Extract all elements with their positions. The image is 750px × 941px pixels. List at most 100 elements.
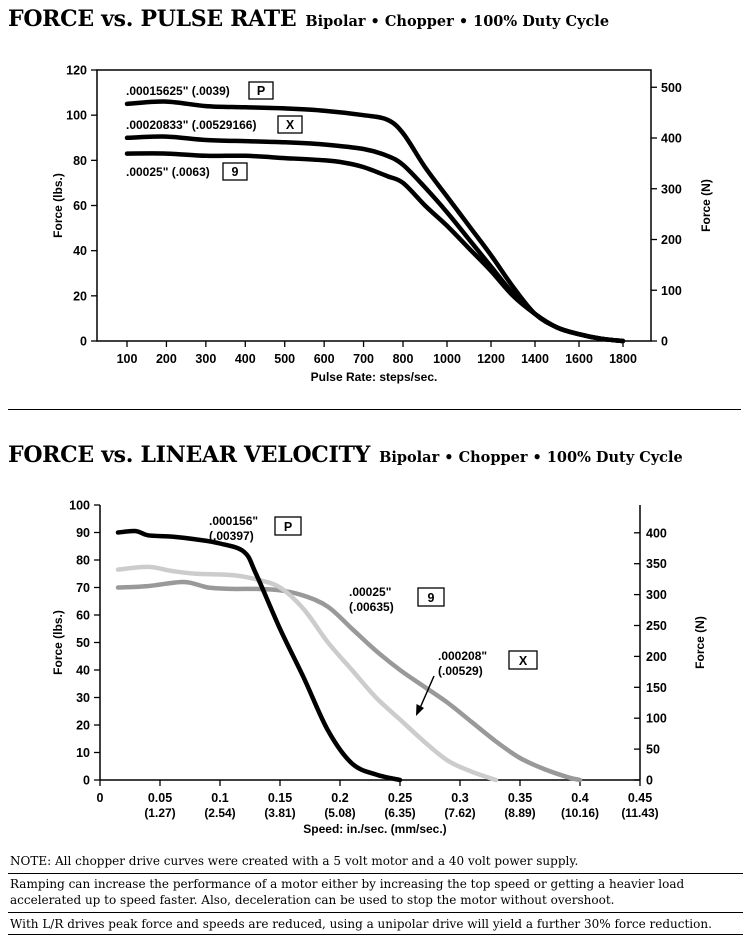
- x-tick-sublabel: (11.43): [621, 806, 658, 820]
- x-tick-sublabel: (3.81): [264, 806, 295, 820]
- x-tick-sublabel: (8.89): [504, 806, 535, 820]
- series-label: .00025" (.0063): [126, 165, 210, 179]
- x-tick-label: 0.45: [628, 791, 652, 805]
- y2-tick-label: 300: [646, 588, 667, 602]
- y2-tick-label: 0: [646, 774, 653, 788]
- series-label: .00020833" (.00529166): [126, 118, 256, 132]
- y2-tick-label: 50: [646, 743, 660, 757]
- note-lr-drives: With L/R drives peak force and speeds ar…: [10, 917, 712, 931]
- chart2-title: FORCE vs. LINEAR VELOCITY Bipolar • Chop…: [8, 442, 683, 468]
- y2-tick-label: 200: [646, 650, 667, 664]
- series-line: [115, 579, 583, 783]
- y2-tick-label: 300: [661, 182, 682, 196]
- y2-axis-label: Force (N): [693, 616, 707, 669]
- callout-arrow-head: [416, 704, 424, 716]
- x-tick-sublabel: (5.08): [324, 806, 355, 820]
- x-tick-label: 300: [195, 352, 216, 366]
- x-tick-label: 0.35: [508, 791, 532, 805]
- note-divider: [8, 912, 743, 913]
- y2-tick-label: 400: [661, 132, 682, 146]
- y-tick-label: 90: [76, 526, 90, 540]
- series-box-label: P: [284, 520, 292, 534]
- y-tick-label: 80: [76, 554, 90, 568]
- series-box-label: X: [519, 654, 528, 668]
- series-line: [115, 528, 403, 783]
- series-line: [115, 564, 499, 783]
- y-tick-label: 30: [76, 691, 90, 705]
- chart1-title-sub: Bipolar • Chopper • 100% Duty Cycle: [305, 13, 610, 30]
- chart1-title: FORCE vs. PULSE RATE Bipolar • Chopper •…: [8, 6, 609, 32]
- series-box: [248, 81, 274, 100]
- x-tick-label: 100: [117, 352, 138, 366]
- series-box: [277, 115, 303, 134]
- y2-tick-label: 250: [646, 619, 667, 633]
- x-tick-label: 1000: [433, 352, 461, 366]
- y-tick-label: 50: [76, 636, 90, 650]
- section-divider: [8, 409, 741, 410]
- y2-tick-label: 500: [661, 81, 682, 95]
- x-tick-label: 800: [393, 352, 414, 366]
- y2-tick-label: 350: [646, 557, 667, 571]
- series-box: [222, 162, 248, 181]
- x-tick-label: 1800: [609, 352, 637, 366]
- x-tick-label: 0.1: [211, 791, 228, 805]
- y-tick-label: 40: [76, 664, 90, 678]
- series-box-label: P: [257, 84, 265, 98]
- x-tick-label: 0.4: [571, 791, 588, 805]
- series-box: [508, 650, 538, 670]
- x-tick-label: 400: [235, 352, 256, 366]
- y-tick-label: 80: [73, 154, 87, 168]
- y2-tick-label: 0: [661, 335, 668, 349]
- x-tick-label: 0.3: [451, 791, 468, 805]
- y-tick-label: 60: [76, 609, 90, 623]
- chart2-title-sub: Bipolar • Chopper • 100% Duty Cycle: [379, 449, 683, 466]
- note-ramping: Ramping can increase the performance of …: [10, 877, 685, 907]
- x-tick-label: 1400: [521, 352, 549, 366]
- y2-tick-label: 100: [661, 284, 682, 298]
- y2-tick-label: 400: [646, 526, 667, 540]
- x-tick-label: 500: [274, 352, 295, 366]
- x-tick-label: 0: [97, 791, 104, 805]
- series-box: [274, 516, 302, 536]
- x-tick-label: 0.2: [331, 791, 348, 805]
- callout-arrow-line: [419, 675, 435, 709]
- y2-tick-label: 200: [661, 233, 682, 247]
- x-tick-sublabel: (1.27): [144, 806, 175, 820]
- note-divider: [8, 873, 743, 874]
- y-tick-label: 0: [80, 335, 87, 349]
- y-tick-label: 70: [76, 581, 90, 595]
- y-tick-label: 100: [69, 499, 90, 513]
- y2-tick-label: 150: [646, 681, 667, 695]
- y-axis-label: Force (lbs.): [51, 610, 65, 675]
- series-box-label: X: [286, 118, 295, 132]
- x-tick-sublabel: (6.35): [384, 806, 415, 820]
- x-tick-label: 600: [314, 352, 335, 366]
- series-label-line1: .00025": [349, 585, 391, 599]
- series-label-line2: (.00529): [438, 664, 483, 678]
- chart-force-vs-linear-velocity: 0 0.05(1.27) 0.1(2.54) 0.15(3.81) 0.2(5.08) 0…: [51, 499, 707, 837]
- x-tick-label: 1200: [477, 352, 505, 366]
- x-tick-sublabel: (7.62): [444, 806, 475, 820]
- y-tick-label: 10: [76, 746, 90, 760]
- x-tick-label: 0.05: [148, 791, 172, 805]
- y-tick-label: 100: [66, 109, 87, 123]
- x-tick-label: 0.15: [268, 791, 292, 805]
- y-tick-label: 40: [73, 244, 87, 258]
- y-tick-label: 120: [66, 64, 87, 78]
- chart2-title-main: FORCE vs. LINEAR VELOCITY: [8, 442, 370, 468]
- y-tick-label: 60: [73, 199, 87, 213]
- series-box: [417, 587, 445, 607]
- y-tick-label: 20: [76, 719, 90, 733]
- x-tick-sublabel: (2.54): [204, 806, 235, 820]
- note-divider: [8, 934, 743, 935]
- y2-tick-label: 100: [646, 712, 667, 726]
- x-axis-label: Pulse Rate: steps/sec.: [311, 370, 438, 384]
- series-box-label: 9: [428, 591, 435, 605]
- x-tick-label: 1600: [565, 352, 593, 366]
- series-box-label: 9: [232, 165, 239, 179]
- x-tick-label: 200: [156, 352, 177, 366]
- y2-axis-label: Force (N): [699, 179, 713, 232]
- series-label-line1: .000208": [438, 649, 487, 663]
- series-label: .00015625" (.0039): [126, 84, 230, 98]
- x-tick-sublabel: (10.16): [561, 806, 599, 820]
